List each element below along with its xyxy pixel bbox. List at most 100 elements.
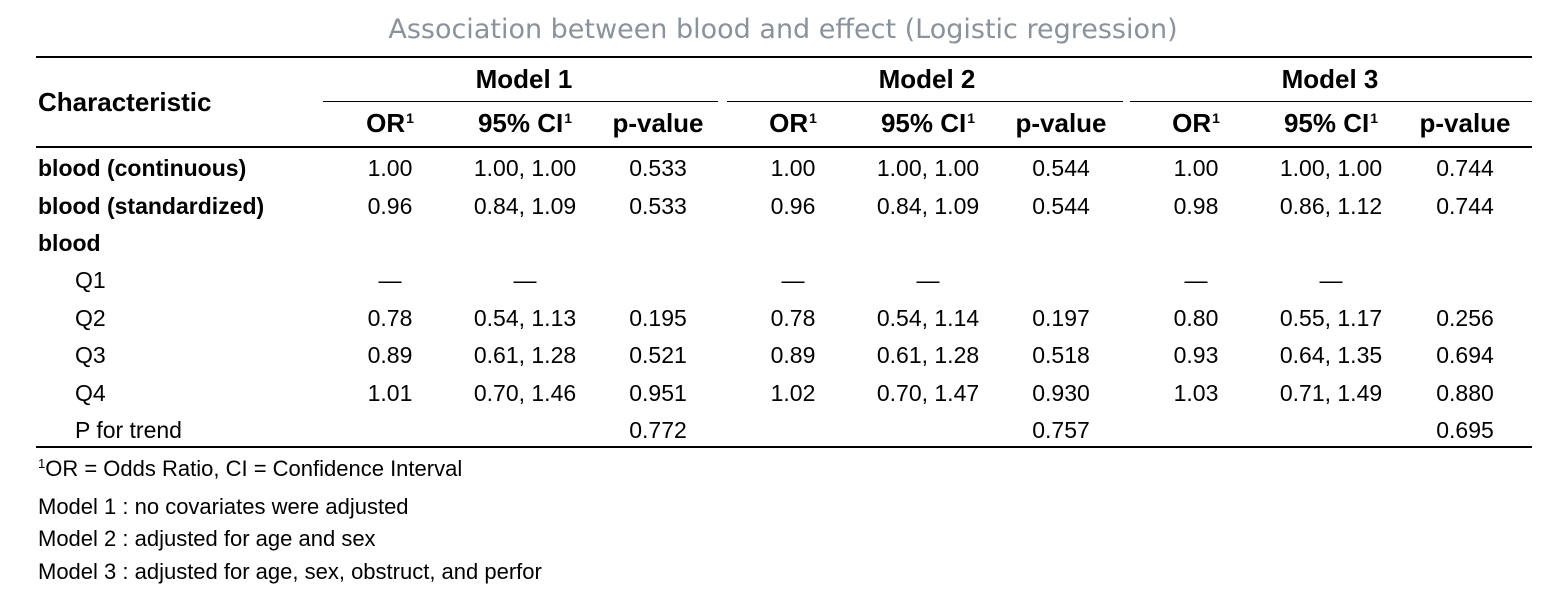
model-2-spanner-rule [727, 101, 1123, 102]
table-cell: 0.80 [1173, 305, 1219, 331]
table-cell: 0.744 [1436, 155, 1494, 181]
table-cell: 0.880 [1436, 380, 1494, 406]
model-footnote: Model 2 : adjusted for age and sex [38, 526, 376, 551]
table-cell: 0.70, 1.47 [876, 380, 980, 406]
column-header-ci: 95% CI1 [478, 108, 572, 139]
table-cell: 0.54, 1.14 [876, 305, 980, 331]
table-cell: 0.96 [770, 193, 816, 219]
table-cell: 1.00 [367, 155, 413, 181]
row-label: P for trend [75, 417, 182, 443]
footnote-marker: 1 [1370, 110, 1379, 126]
table-cell: 0.695 [1436, 417, 1494, 443]
table-cell: — [1184, 267, 1208, 293]
table-cell: 0.84, 1.09 [876, 193, 980, 219]
model-3-spanner-rule [1130, 101, 1532, 102]
table-cell: 0.61, 1.28 [473, 342, 577, 368]
table-cell: 0.951 [629, 380, 687, 406]
table-cell: 1.01 [367, 380, 413, 406]
table-cell: 0.930 [1032, 380, 1090, 406]
table-cell: — [513, 267, 537, 293]
table-cell: 0.93 [1173, 342, 1219, 368]
table-cell: 0.757 [1032, 417, 1090, 443]
column-header-label: 95% CI [477, 108, 564, 138]
table-cell: — [781, 267, 805, 293]
top-rule [36, 56, 1532, 58]
column-header-label: p-value [612, 108, 704, 138]
table-cell: 1.00, 1.00 [876, 155, 980, 181]
table-cell: 0.54, 1.13 [473, 305, 577, 331]
footnote-marker: 1 [564, 110, 573, 126]
table-cell: — [916, 267, 940, 293]
table-cell: 0.96 [367, 193, 413, 219]
table-cell: 1.00 [1173, 155, 1219, 181]
table-cell: 1.00, 1.00 [473, 155, 577, 181]
table-cell: 0.64, 1.35 [1279, 342, 1383, 368]
table-cell: 0.518 [1032, 342, 1090, 368]
row-label: Q3 [75, 342, 106, 368]
row-label: blood [38, 230, 101, 256]
column-header-ci: 95% CI1 [1284, 108, 1378, 139]
table-bottom-rule [36, 446, 1532, 448]
table-cell: 0.71, 1.49 [1279, 380, 1383, 406]
column-header-p-value: p-value [612, 108, 703, 139]
footnote-marker: 1 [38, 456, 46, 471]
table-cell: 0.86, 1.12 [1279, 193, 1383, 219]
header-bottom-rule [36, 146, 1532, 148]
column-header-label: OR [1172, 108, 1212, 138]
row-label: Q2 [75, 305, 106, 331]
model-header: Model 1 [475, 64, 573, 94]
table-cell: 0.89 [770, 342, 816, 368]
column-header-label: p-value [1015, 108, 1107, 138]
footnote-marker: 1 [406, 110, 414, 126]
table-cell: 0.55, 1.17 [1279, 305, 1383, 331]
column-header-label: OR [769, 108, 809, 138]
column-header-or: OR1 [1172, 108, 1220, 139]
model-footnote: Model 3 : adjusted for age, sex, obstruc… [38, 559, 542, 584]
column-header-or: OR1 [769, 108, 817, 139]
row-label: blood (standardized) [38, 193, 265, 219]
characteristic-header: Characteristic [38, 87, 212, 117]
table-cell: 0.694 [1436, 342, 1494, 368]
table-cell: 0.521 [629, 342, 687, 368]
table-cell: 0.544 [1032, 155, 1090, 181]
table-cell: 0.89 [367, 342, 413, 368]
row-label: blood (continuous) [38, 155, 247, 181]
table-cell: 0.78 [770, 305, 816, 331]
table-cell: 0.533 [629, 155, 687, 181]
table-cell: 0.61, 1.28 [876, 342, 980, 368]
column-header-label: p-value [1419, 108, 1511, 138]
table-cell: — [1319, 267, 1343, 293]
abbreviation-text: OR = Odds Ratio, CI = Confidence Interva… [45, 456, 463, 481]
table-cell: 1.02 [770, 380, 816, 406]
model-footnote: Model 1 : no covariates were adjusted [38, 494, 409, 519]
table-cell: — [378, 267, 402, 293]
column-header-label: 95% CI [1283, 108, 1370, 138]
footnote-marker: 1 [1212, 110, 1220, 126]
table-cell: 0.78 [367, 305, 413, 331]
column-header-ci: 95% CI1 [881, 108, 975, 139]
table-cell: 0.197 [1032, 305, 1090, 331]
table-cell: 0.98 [1173, 193, 1219, 219]
table-cell: 1.03 [1173, 380, 1219, 406]
table-cell: 0.195 [629, 305, 687, 331]
table-cell: 0.70, 1.46 [473, 380, 577, 406]
model-1-spanner-rule [323, 101, 718, 102]
table-cell: 0.744 [1436, 193, 1494, 219]
table-title: Association between blood and effect (Lo… [388, 14, 1178, 45]
footnote-marker: 1 [809, 110, 817, 126]
table-cell: 1.00 [770, 155, 816, 181]
table-cell: 0.772 [629, 417, 687, 443]
abbreviation-footnote: 1OR = Odds Ratio, CI = Confidence Interv… [38, 456, 462, 482]
column-header-p-value: p-value [1419, 108, 1510, 139]
row-label: Q1 [75, 267, 106, 293]
footnote-marker: 1 [967, 110, 976, 126]
column-header-or: OR1 [366, 108, 414, 139]
table-cell: 1.00, 1.00 [1279, 155, 1383, 181]
table-cell: 0.544 [1032, 193, 1090, 219]
table-cell: 0.533 [629, 193, 687, 219]
column-header-label: OR [366, 108, 406, 138]
column-header-label: 95% CI [880, 108, 967, 138]
model-header: Model 2 [878, 64, 976, 94]
model-header: Model 3 [1281, 64, 1379, 94]
table-cell: 0.256 [1436, 305, 1494, 331]
